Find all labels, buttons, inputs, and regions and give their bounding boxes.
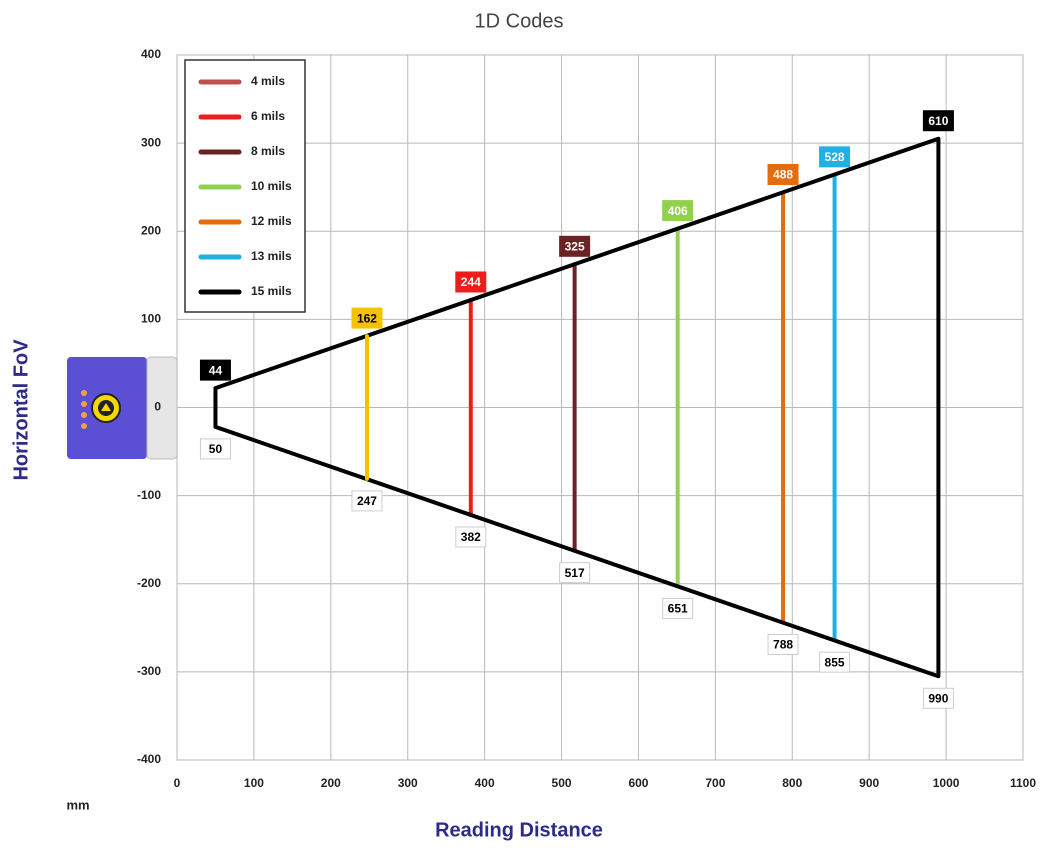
distance-label: 788: [773, 638, 793, 652]
distance-label-box: [559, 562, 591, 584]
distance-label: 990: [928, 691, 948, 705]
legend-label: 10 mils: [251, 179, 292, 193]
x-tick-label: 300: [398, 776, 418, 790]
x-tick-label: 600: [628, 776, 648, 790]
x-tick-label: 800: [782, 776, 802, 790]
distance-label-box: [767, 634, 799, 656]
x-tick-label: 700: [705, 776, 725, 790]
fov-label-box: [559, 235, 591, 257]
x-tick-label: 100: [244, 776, 264, 790]
x-tick-label: 200: [321, 776, 341, 790]
distance-label-box: [819, 651, 851, 673]
legend-label: 12 mils: [251, 214, 292, 228]
x-axis-label: Reading Distance: [435, 819, 603, 841]
fov-label-box: [351, 307, 383, 329]
y-tick-label: 100: [141, 312, 161, 326]
legend-label: 4 mils: [251, 74, 285, 88]
distance-label: 651: [668, 602, 688, 616]
y-tick-label: 400: [141, 47, 161, 61]
y-tick-label: 300: [141, 135, 161, 149]
fov-label: 488: [773, 168, 793, 182]
fov-label: 244: [461, 275, 481, 289]
distance-label-box: [662, 597, 694, 619]
legend-label: 6 mils: [251, 109, 285, 123]
distance-label: 50: [209, 442, 223, 456]
legend-label: 8 mils: [251, 144, 285, 158]
fov-label: 44: [209, 363, 223, 377]
fov-label-box: [199, 359, 231, 381]
x-tick-label: 0: [174, 776, 181, 790]
y-tick-label: -400: [137, 752, 161, 766]
range-edge: [214, 136, 940, 391]
fov-label: 610: [928, 114, 948, 128]
fov-label-box: [455, 271, 487, 293]
distance-label: 517: [565, 566, 585, 580]
fov-label: 406: [668, 204, 688, 218]
distance-label: 382: [461, 530, 481, 544]
unit-label: mm: [66, 797, 89, 812]
y-tick-label: 200: [141, 223, 161, 237]
fov-label-box: [662, 200, 694, 222]
fov-label-box: [767, 163, 799, 185]
distance-label-box: [455, 526, 487, 548]
distance-label-box: [351, 490, 383, 512]
chart-title: 1D Codes: [475, 10, 564, 32]
fov-label-box: [922, 110, 954, 132]
legend-label: 13 mils: [251, 249, 292, 263]
fov-label: 162: [357, 311, 377, 325]
y-tick-label: -200: [137, 576, 161, 590]
x-tick-label: 1100: [1010, 776, 1036, 790]
legend-label: 15 mils: [251, 284, 292, 298]
y-tick-label: -300: [137, 664, 161, 678]
x-tick-label: 1000: [933, 776, 960, 790]
scanner-icon: [67, 356, 178, 460]
y-tick-label: -100: [137, 488, 161, 502]
y-axis-label: Horizontal FoV: [10, 339, 32, 481]
y-tick-label: 0: [154, 400, 161, 414]
x-tick-label: 500: [552, 776, 572, 790]
x-tick-label: 400: [475, 776, 495, 790]
fov-label: 528: [825, 150, 845, 164]
x-tick-label: 900: [859, 776, 879, 790]
fov-label: 325: [565, 239, 585, 253]
range-edge: [214, 424, 940, 679]
distance-label: 247: [357, 494, 377, 508]
distance-label: 855: [825, 655, 845, 669]
distance-label-box: [922, 687, 954, 709]
fov-label-box: [819, 146, 851, 168]
distance-label-box: [199, 438, 231, 460]
